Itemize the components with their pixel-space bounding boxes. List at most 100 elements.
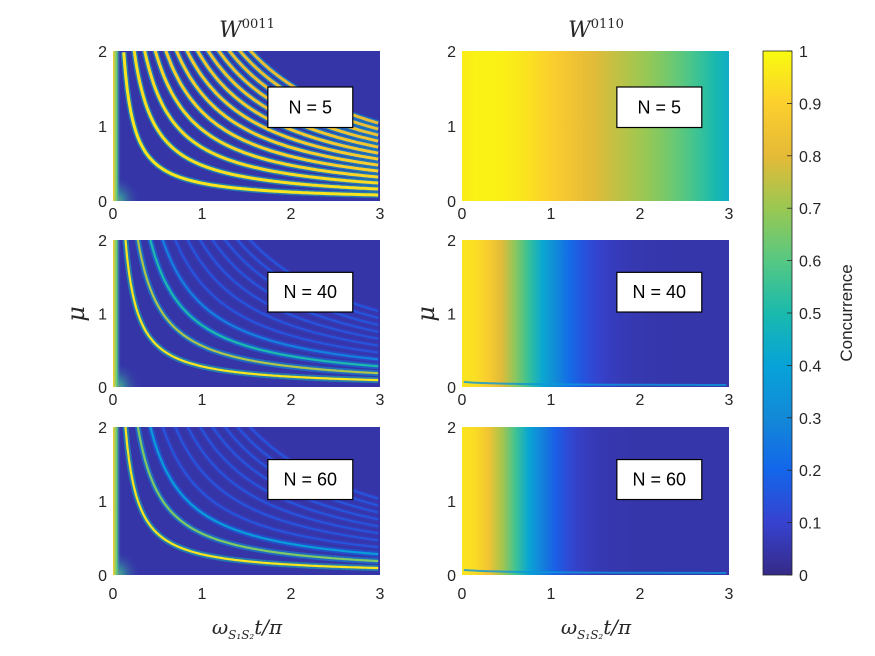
n-label-w0011-n40: N = 40 [284,282,338,302]
xtick-w0011-n60-1: 1 [198,586,207,603]
xtick-w0110-n40-0: 0 [458,392,467,409]
n-label-box-w0011-n40 [267,271,354,313]
panel-w0110-n60-field [462,427,729,575]
resonance-curve-w0011-n5-1 [122,52,379,197]
xlabel-right: ωS₁S₂t/π [561,615,632,642]
resonance-curve-w0011-n60-4 [161,427,379,549]
ytick-w0011-n60-0: 0 [98,568,107,585]
ytick-w0110-n5-2: 2 [447,44,456,61]
resonance-curve-w0011-n5-2 [132,51,379,191]
ylabel-right: μ [412,306,440,322]
resonance-curve-w0011-n40-1 [124,240,379,382]
xtick-w0110-n60-2: 2 [636,586,645,603]
ytick-w0110-n60-2: 2 [447,420,456,437]
resonance-curve-w0011-n40-3 [149,240,379,368]
left-edge-w0011-n60 [113,427,121,575]
title-w0110-base: W [568,18,593,43]
colorbar-tick-0: 0 [799,568,808,585]
n-label-box-w0110-n60 [616,458,703,501]
resonance-curve-w0011-n5-3 [143,51,379,185]
ytick-w0011-n5-2: 2 [98,44,107,61]
colorbar-tick-0.4: 0.4 [799,358,821,375]
colorbar-tick-1: 1 [799,44,808,61]
n-label-box-w0011-n5 [267,86,354,129]
bottom-ridge-w0110-n60 [463,569,727,574]
ytick-w0110-n40-1: 1 [447,307,456,324]
xtick-w0011-n5-2: 2 [287,206,296,223]
colorbar-label: Concurrence [837,264,856,361]
title-w0110-sup: 0110 [591,17,624,32]
xtick-w0110-n5-3: 3 [725,206,734,223]
ytick-w0011-n40-1: 1 [98,307,107,324]
n-label-w0011-n60: N = 60 [284,470,338,490]
xtick-w0110-n60-3: 3 [725,586,734,603]
decay-field-w0110-n60 [462,427,729,575]
resonance-curve-w0011-n40-4 [161,240,379,361]
xlabel-left-sub: S₁S₂ [228,628,254,642]
ytick-w0110-n60-1: 1 [447,494,456,511]
colorbar-tick-0.8: 0.8 [799,149,821,166]
colorbar-tick-0.5: 0.5 [799,306,821,323]
colorbar-tick-0.2: 0.2 [799,463,821,480]
resonance-curve-w0011-n5-6 [174,51,379,167]
colorbar-tick-0.7: 0.7 [799,201,821,218]
xtick-w0011-n40-2: 2 [287,392,296,409]
title-w0110: W0110 [568,17,624,43]
ytick-w0011-n5-1: 1 [98,119,107,136]
xtick-w0110-n60-0: 0 [458,586,467,603]
panel-w0011-n40: N = 40 0 1 2 3 0 1 2 [98,233,384,409]
panel-w0110-n40-field [462,240,729,387]
xtick-w0110-n40-1: 1 [547,392,556,409]
ytick-w0011-n60-1: 1 [98,494,107,511]
resonance-curve-w0011-n60-3 [149,427,379,556]
ytick-w0011-n40-2: 2 [98,233,107,250]
xtick-w0011-n60-3: 3 [376,586,385,603]
xlabel-left: ωS₁S₂t/π [212,615,283,642]
title-w0011: W0011 [219,17,275,43]
ytick-w0110-n60-0: 0 [447,568,456,585]
resonance-curve-w0011-n60-2 [136,427,379,563]
xlabel-right-omega: ω [561,615,577,639]
ytick-w0110-n5-0: 0 [447,194,456,211]
xlabel-left-rest: t/π [254,615,283,639]
resonance-curve-w0011-n5-7 [185,51,379,161]
ytick-w0110-n5-1: 1 [447,119,456,136]
n-label-w0011-n5: N = 5 [289,97,333,117]
resonance-curve-w0011-n5-5 [164,51,379,173]
figure-labels: W0011 W0110 μ μ ωS₁S₂t/π ωS₁S₂t/π [62,17,632,642]
ytick-w0011-n5-0: 0 [98,194,107,211]
n-label-w0110-n40: N = 40 [633,282,687,302]
resonance-curve-w0011-n60-6 [186,427,379,535]
xtick-w0110-n5-0: 0 [458,206,467,223]
xlabel-left-omega: ω [212,615,228,639]
xtick-w0110-n40-3: 3 [725,392,734,409]
xlabel-right-sub: S₁S₂ [577,628,603,642]
resonance-curve-w0011-n60-5 [174,427,379,542]
left-edge-w0011-n40 [113,240,121,387]
ytick-w0110-n40-2: 2 [447,233,456,250]
n-label-box-w0110-n5 [616,86,703,129]
title-w0011-base: W [219,18,244,43]
ylabel-left: μ [62,306,90,322]
colorbar: 0 0.1 0.2 0.3 0.4 0.5 0.6 0.7 0.8 0.9 1 Concurrence [762,44,856,585]
left-edge-w0011-n5 [113,51,121,201]
bottom-ridge-w0110-n40 [463,381,727,386]
title-w0011-sup: 0011 [242,17,275,32]
xtick-w0110-n5-1: 1 [547,206,556,223]
resonance-curve-w0011-n40-7 [198,240,379,340]
panel-w0011-n60: N = 60 0 1 2 3 0 1 2 [98,420,385,603]
xtick-w0011-n5-3: 3 [376,206,385,223]
resonance-curve-w0011-n40-2 [136,240,379,375]
ytick-w0011-n40-0: 0 [98,380,107,397]
n-label-w0110-n60: N = 60 [633,470,687,490]
n-label-w0110-n5: N = 5 [638,97,682,117]
xtick-w0011-n40-1: 1 [198,392,207,409]
xtick-w0110-n60-1: 1 [547,586,556,603]
panel-w0011-n5: N = 5 0 1 2 3 0 1 2 [98,44,385,223]
panel-w0110-n60: N = 60 0 1 2 3 0 1 2 [447,420,733,603]
resonance-curve-w0011-n5-4 [153,51,379,179]
xtick-w0011-n60-0: 0 [109,586,118,603]
colorbar-tick-0.1: 0.1 [799,516,821,533]
